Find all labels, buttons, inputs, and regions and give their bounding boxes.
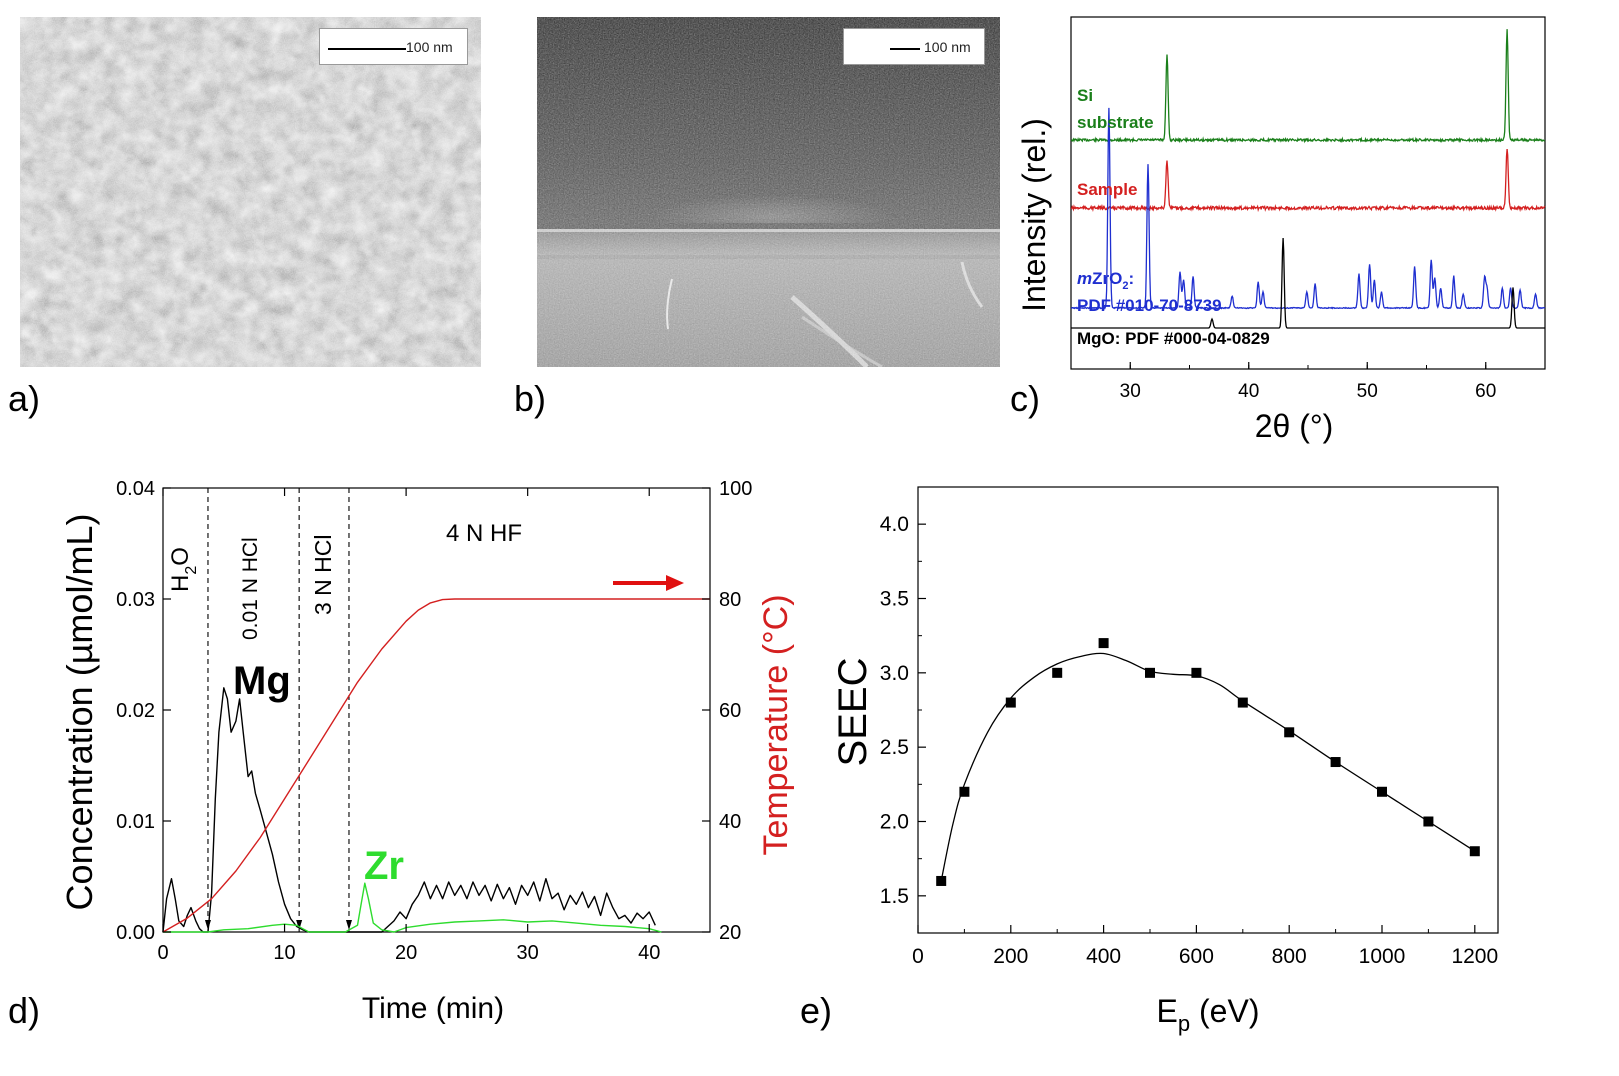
stage-label-3n-hcl: 3 N HCl bbox=[310, 534, 336, 615]
elution-y-axis-label: Concentration (µmol/mL) bbox=[59, 514, 100, 911]
xrd-series-label: MgO: PDF #000-04-0829 bbox=[1077, 329, 1270, 348]
seec-frame bbox=[917, 486, 1499, 934]
elution-x-tick-label: 10 bbox=[273, 942, 295, 964]
seec-data-point bbox=[1377, 786, 1387, 797]
seec-x-tick-label: 200 bbox=[993, 945, 1028, 968]
xrd-x-axis-label: 2θ (°) bbox=[1255, 408, 1334, 444]
seec-y-tick-label: 2.0 bbox=[880, 811, 909, 834]
panel-label-e: e) bbox=[800, 990, 833, 1031]
seec-data-point bbox=[1330, 757, 1341, 768]
seec-x-tick-label: 400 bbox=[1086, 945, 1121, 968]
seec-y-tick-label: 1.5 bbox=[880, 885, 909, 908]
elution-series-temperature bbox=[162, 598, 710, 933]
seec-data-point bbox=[1005, 697, 1016, 708]
right-axis-arrow-head bbox=[666, 575, 684, 591]
scale-bar-line bbox=[328, 48, 406, 50]
seec-x-tick-label: 600 bbox=[1179, 945, 1214, 968]
seec-x-tick-label: 800 bbox=[1272, 945, 1307, 968]
sem-cross-section-drawing bbox=[537, 17, 1000, 367]
scale-bar-line bbox=[890, 48, 920, 50]
seec-data-point bbox=[1145, 667, 1155, 678]
scale-bar-label: 100 nm bbox=[924, 39, 971, 55]
elution-y-tick-label: 0.03 bbox=[116, 589, 155, 611]
stage-label-dilute-hcl: 0.01 N HCl bbox=[239, 537, 262, 640]
xrd-series-label: substrate bbox=[1077, 113, 1154, 132]
elution-y2-axis-label: Temperature (°C) bbox=[757, 594, 795, 855]
scale-bar: 100 nm bbox=[843, 28, 985, 65]
elution-x-axis-label: Time (min) bbox=[362, 992, 504, 1025]
element-label-zr: Zr bbox=[364, 844, 404, 888]
elution-y-tick-label: 0.00 bbox=[116, 922, 155, 944]
elution-y2-tick-label: 100 bbox=[719, 478, 752, 500]
stage-label-hf: 4 N HF bbox=[446, 520, 522, 547]
xrd-series-label: mZrO2: bbox=[1077, 269, 1134, 292]
seec-data-point bbox=[936, 875, 947, 886]
element-label-mg: Mg bbox=[233, 659, 291, 703]
seec-data-point bbox=[959, 786, 970, 797]
scale-bar: 100 nm bbox=[319, 28, 468, 65]
seec-data-point bbox=[1052, 667, 1063, 678]
seec-data-point bbox=[1469, 846, 1480, 857]
xrd-series-1 bbox=[1070, 149, 1546, 213]
elution-y2-tick-label: 60 bbox=[719, 700, 741, 722]
seec-y-tick-label: 2.5 bbox=[880, 736, 909, 759]
elution-x-tick-label: 40 bbox=[638, 942, 660, 964]
xrd-x-tick-label: 30 bbox=[1120, 381, 1141, 402]
elution-y-tick-label: 0.02 bbox=[116, 700, 155, 722]
elution-y2-tick-label: 40 bbox=[719, 811, 741, 833]
xrd-series-0 bbox=[1070, 29, 1546, 144]
seec-fit-curve bbox=[940, 652, 1476, 882]
stage-arrow-marker bbox=[345, 920, 352, 930]
sem-top-view-texture bbox=[20, 17, 481, 367]
scale-bar-label: 100 nm bbox=[406, 39, 453, 55]
elution-y-tick-label: 0.04 bbox=[116, 478, 155, 500]
seec-y-tick-label: 4.0 bbox=[880, 513, 909, 536]
xrd-series-2 bbox=[1070, 107, 1546, 310]
elution-y2-tick-label: 20 bbox=[719, 922, 741, 944]
sem-top-view-image: 100 nm bbox=[20, 17, 481, 367]
seec-y-tick-label: 3.0 bbox=[880, 662, 909, 685]
seec-y-axis-label: SEEC bbox=[831, 658, 875, 767]
stage-arrow-marker bbox=[296, 920, 303, 930]
elution-frame bbox=[162, 487, 711, 933]
xrd-y-axis-label: Intensity (rel.) bbox=[1016, 118, 1052, 312]
seec-x-tick-label: 0 bbox=[912, 945, 924, 968]
xrd-x-tick-label: 60 bbox=[1475, 381, 1496, 402]
seec-data-point bbox=[1098, 638, 1109, 649]
panel-label-c: c) bbox=[1010, 378, 1040, 419]
elution-y2-tick-label: 80 bbox=[719, 589, 741, 611]
elution-x-tick-label: 0 bbox=[157, 942, 168, 964]
elution-series-mg bbox=[162, 687, 656, 933]
xrd-series-3 bbox=[1071, 237, 1545, 329]
stage-label-h2o: H2O bbox=[167, 547, 200, 592]
panel-label-b: b) bbox=[514, 378, 547, 419]
xrd-series-label: Sample bbox=[1077, 180, 1137, 199]
elution-series-zr bbox=[163, 882, 662, 933]
xrd-x-tick-label: 40 bbox=[1238, 381, 1259, 402]
xrd-series-label: Si bbox=[1077, 86, 1093, 105]
sem-cross-section-image: 100 nm bbox=[537, 17, 1000, 367]
seec-data-point bbox=[1423, 816, 1434, 827]
xrd-frame bbox=[1070, 16, 1546, 370]
stage-arrow-marker bbox=[204, 920, 211, 930]
seec-data-point bbox=[1237, 697, 1248, 708]
elution-y-tick-label: 0.01 bbox=[116, 811, 155, 833]
elution-x-tick-label: 20 bbox=[395, 942, 417, 964]
seec-data-point bbox=[1191, 667, 1202, 678]
xrd-series-label: PDF #010-70-8739 bbox=[1077, 296, 1222, 315]
seec-y-tick-label: 3.5 bbox=[880, 588, 909, 611]
panel-label-a: a) bbox=[8, 378, 41, 419]
xrd-x-tick-label: 50 bbox=[1357, 381, 1378, 402]
panel-label-d: d) bbox=[8, 990, 41, 1031]
elution-x-tick-label: 30 bbox=[517, 942, 539, 964]
seec-data-point bbox=[1284, 727, 1295, 738]
seec-x-axis-label: Ep (eV) bbox=[1157, 993, 1260, 1036]
seec-x-tick-label: 1200 bbox=[1451, 945, 1498, 968]
seec-x-tick-label: 1000 bbox=[1359, 945, 1406, 968]
